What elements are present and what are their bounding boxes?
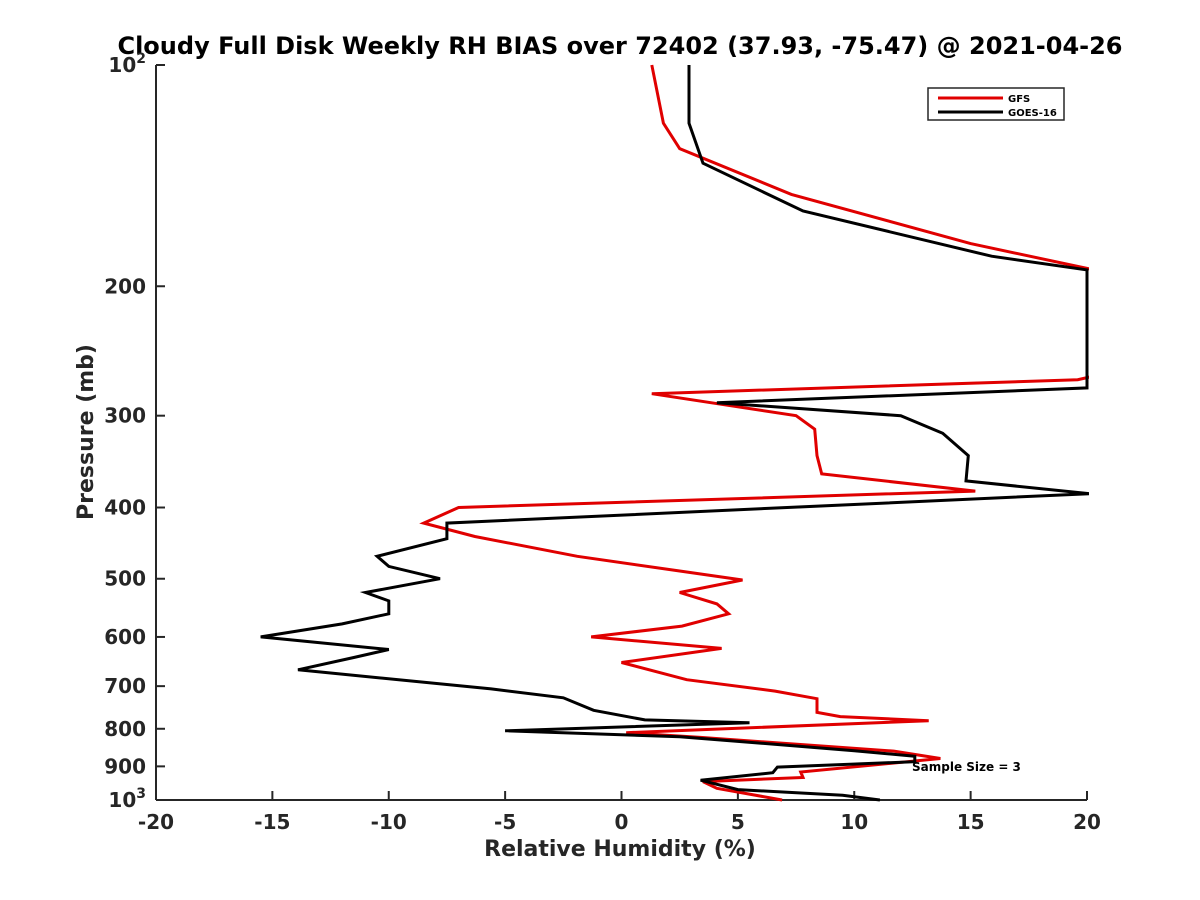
legend-entries: GFS GOES-16 (938, 94, 1057, 119)
series-line-goes-16 (260, 65, 1089, 802)
legend-label: GFS (1008, 94, 1030, 105)
y-tick-base: 10 (108, 53, 136, 77)
y-tick-base: 600 (104, 625, 146, 649)
y-tick-base: 800 (104, 717, 146, 741)
y-tick-base: 300 (104, 404, 146, 428)
y-tick-label: 400 (104, 496, 146, 520)
x-tick-label: -10 (371, 810, 407, 834)
x-tick-label: 15 (957, 810, 985, 834)
y-tick-exponent: 2 (136, 51, 146, 67)
y-tick-base: 500 (104, 567, 146, 591)
x-tick-label: 0 (615, 810, 629, 834)
y-tick-label: 700 (104, 674, 146, 698)
legend: GFS GOES-16 (927, 87, 1065, 121)
y-tick-exponent: 3 (136, 786, 146, 802)
x-tick-label: 20 (1073, 810, 1101, 834)
x-axis-ticks: -20 -15 -10 -5 0 5 10 15 20 (138, 791, 1101, 834)
x-tick-label: 10 (840, 810, 868, 834)
y-tick-base: 900 (104, 754, 146, 778)
x-tick-label: -15 (254, 810, 290, 834)
y-tick-label: 102 (108, 51, 146, 77)
plot-area: -20 -15 -10 -5 0 5 10 15 20 10220030040050060070… (104, 51, 1101, 834)
y-tick-label: 600 (104, 625, 146, 649)
series-line-gfs (419, 64, 1089, 802)
legend-box (927, 87, 1065, 121)
y-axis-label: Pressure (mb) (74, 344, 99, 520)
x-tick-label: -5 (494, 810, 516, 834)
series-lines (260, 64, 1089, 802)
legend-label: GOES-16 (1008, 108, 1057, 119)
x-tick-label: -20 (138, 810, 174, 834)
chart-title: Cloudy Full Disk Weekly RH BIAS over 724… (117, 32, 1122, 60)
y-tick-label: 103 (108, 786, 146, 812)
y-tick-base: 10 (108, 788, 136, 812)
y-tick-base: 200 (104, 274, 146, 298)
y-tick-label: 200 (104, 274, 146, 298)
y-tick-label: 900 (104, 754, 146, 778)
y-tick-label: 500 (104, 567, 146, 591)
sample-size-annotation: Sample Size = 3 (912, 760, 1021, 774)
x-tick-label: 5 (731, 810, 745, 834)
x-axis-label: Relative Humidity (%) (484, 837, 756, 862)
y-tick-label: 300 (104, 404, 146, 428)
y-tick-base: 700 (104, 674, 146, 698)
y-tick-label: 800 (104, 717, 146, 741)
y-tick-base: 400 (104, 496, 146, 520)
